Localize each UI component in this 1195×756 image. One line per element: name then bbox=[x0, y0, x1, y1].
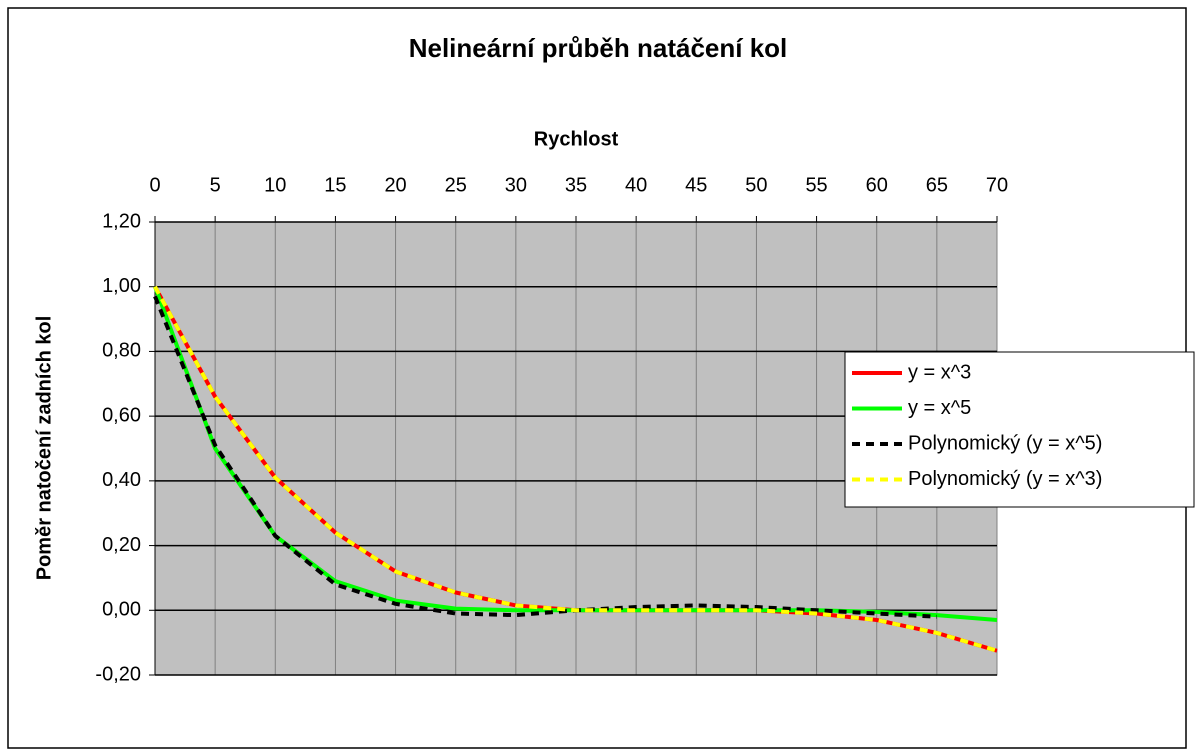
y-tick-label: 1,00 bbox=[102, 275, 141, 297]
x-tick-label: 10 bbox=[264, 174, 286, 196]
y-axis-title: Poměr natočení zadních kol bbox=[33, 316, 55, 581]
y-tick-label: 1,20 bbox=[102, 210, 141, 232]
y-tick-label: 0,00 bbox=[102, 599, 141, 621]
legend-label: y = x^3 bbox=[908, 361, 971, 383]
x-tick-label: 5 bbox=[210, 174, 221, 196]
y-tick-label: -0,20 bbox=[95, 663, 141, 685]
legend-box bbox=[844, 351, 1195, 508]
x-tick-label: 15 bbox=[324, 174, 346, 196]
series-line bbox=[153, 285, 998, 653]
series-line bbox=[153, 295, 937, 619]
x-axis-title: Rychlost bbox=[534, 128, 619, 150]
x-tick-label: 40 bbox=[625, 174, 647, 196]
x-tick-label: 30 bbox=[505, 174, 527, 196]
x-tick-label: 50 bbox=[745, 174, 767, 196]
y-tick-label: 0,40 bbox=[102, 469, 141, 491]
x-tick-label: 55 bbox=[805, 174, 827, 196]
x-tick-label: 65 bbox=[926, 174, 948, 196]
legend-label: y = x^5 bbox=[908, 397, 971, 419]
x-tick-label: 0 bbox=[149, 174, 160, 196]
legend-label: Polynomický (y = x^5) bbox=[908, 432, 1102, 454]
x-tick-label: 20 bbox=[384, 174, 406, 196]
x-tick-label: 35 bbox=[565, 174, 587, 196]
x-tick-label: 45 bbox=[685, 174, 707, 196]
y-tick-label: 0,60 bbox=[102, 404, 141, 426]
x-tick-label: 25 bbox=[445, 174, 467, 196]
legend-label: Polynomický (y = x^3) bbox=[908, 468, 1102, 490]
y-tick-label: 0,80 bbox=[102, 340, 141, 362]
y-tick-label: 0,20 bbox=[102, 534, 141, 556]
x-tick-label: 60 bbox=[866, 174, 888, 196]
chart-title: Nelineární průběh natáčení kol bbox=[409, 33, 788, 63]
x-tick-label: 70 bbox=[986, 174, 1008, 196]
